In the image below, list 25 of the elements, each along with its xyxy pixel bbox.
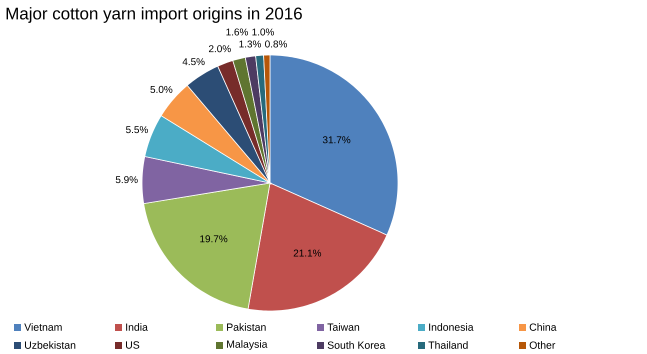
data-label: 31.7% [322, 136, 350, 144]
legend-label: Malaysia [227, 340, 268, 350]
legend-label: Vietnam [24, 323, 62, 331]
data-label: 21.1% [294, 250, 322, 257]
legend-label: Thailand [428, 341, 468, 349]
legend-label: South Korea [328, 341, 386, 349]
legend-label: Other [530, 341, 556, 349]
legend-label: Taiwan [327, 323, 360, 331]
data-label: 5.5% [126, 126, 148, 134]
data-label: 1.0% [252, 28, 274, 36]
data-label: 0.8% [265, 40, 288, 48]
data-label: 19.7% [200, 235, 228, 242]
legend-label: Pakistan [227, 323, 266, 331]
legend-label: Uzbekistan [25, 341, 76, 349]
data-label: 1.3% [239, 40, 262, 48]
legend-label: Indonesia [429, 323, 474, 331]
data-label: 5.0% [150, 86, 172, 93]
data-label: 4.5% [182, 58, 205, 66]
chart-title: Major cotton yarn import origins in 2016 [6, 7, 302, 23]
data-label: 2.0% [208, 45, 231, 52]
legend-label: India [126, 323, 148, 331]
legend-label: China [530, 323, 557, 331]
data-label: 1.6% [226, 28, 248, 36]
legend-label: US [126, 341, 140, 349]
data-label: 5.9% [116, 176, 138, 184]
